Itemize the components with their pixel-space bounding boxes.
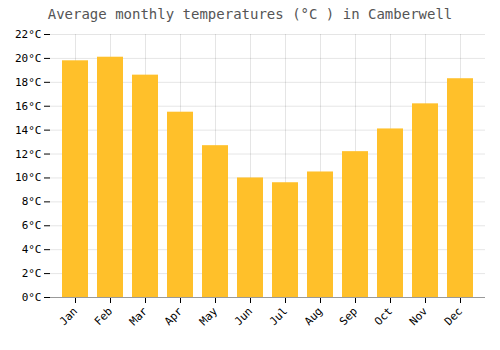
- svg-text:Apr: Apr: [162, 304, 186, 328]
- svg-text:18°C: 18°C: [15, 76, 42, 89]
- svg-text:May: May: [197, 304, 221, 328]
- svg-text:16°C: 16°C: [15, 100, 42, 113]
- svg-text:8°C: 8°C: [22, 195, 42, 208]
- svg-text:2°C: 2°C: [22, 267, 42, 280]
- svg-text:12°C: 12°C: [15, 148, 42, 161]
- svg-text:6°C: 6°C: [22, 219, 42, 232]
- svg-text:Oct: Oct: [372, 305, 395, 328]
- svg-text:Mar: Mar: [127, 304, 151, 328]
- svg-text:Aug: Aug: [302, 305, 325, 328]
- svg-text:10°C: 10°C: [15, 171, 42, 184]
- svg-text:Jun: Jun: [232, 305, 255, 328]
- html-text:Average monthly temperatures (: Average monthly temperatures (°C ) in Ca…: [47, 6, 453, 22]
- svg-text:Feb: Feb: [92, 305, 115, 328]
- svg-text:Sep: Sep: [337, 305, 360, 328]
- svg-text:0°C: 0°C: [22, 291, 42, 304]
- svg-text:22°C: 22°C: [15, 28, 42, 41]
- svg-text:Nov: Nov: [407, 304, 431, 328]
- svg-text:20°C: 20°C: [15, 52, 42, 65]
- svg-text:Jul: Jul: [267, 305, 290, 328]
- svg-text:14°C: 14°C: [15, 124, 42, 137]
- svg-text:4°C: 4°C: [22, 243, 42, 256]
- svg-text:Jan: Jan: [57, 305, 80, 328]
- svg-text:Dec: Dec: [442, 305, 465, 328]
